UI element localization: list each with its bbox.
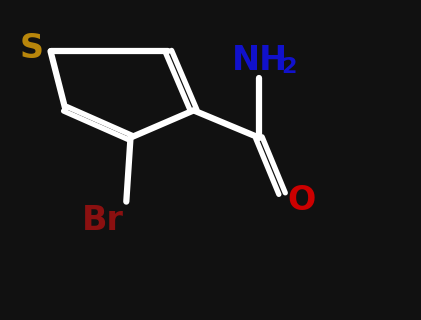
Text: 2: 2 <box>281 57 296 77</box>
Text: Br: Br <box>82 204 124 237</box>
Text: O: O <box>287 184 315 217</box>
Text: NH: NH <box>232 44 288 77</box>
Text: S: S <box>19 31 44 65</box>
